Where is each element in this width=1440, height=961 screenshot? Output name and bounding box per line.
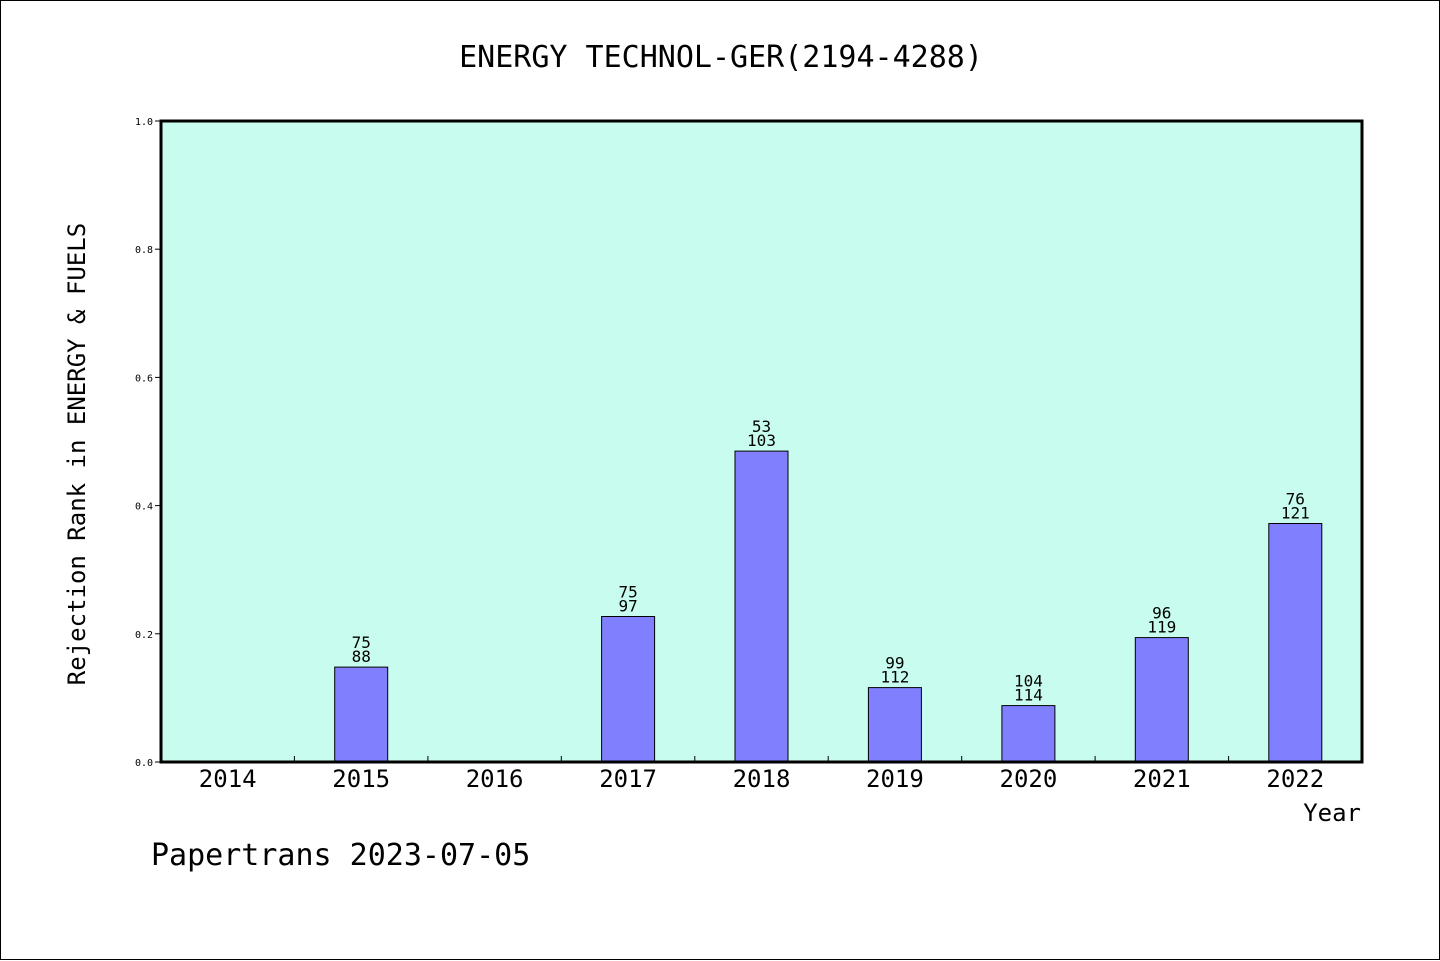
bar-label-top-2021: 96: [1152, 604, 1171, 623]
bar-label-bottom-2022: 121: [1281, 504, 1310, 523]
bar-label-bottom-2015: 88: [352, 647, 371, 666]
y-tick-label: 0.4: [135, 502, 153, 513]
y-axis-label: Rejection Rank in ENERGY & FUELS: [63, 223, 91, 685]
bar-2022: [1268, 523, 1323, 763]
y-tick-label: 0.8: [135, 245, 153, 256]
bar-2015: [334, 666, 389, 763]
x-tick-label-2014: 2014: [199, 765, 257, 793]
x-tick-label-2022: 2022: [1266, 765, 1324, 793]
bar-2017: [601, 616, 656, 763]
bar-label-bottom-2020: 114: [1014, 686, 1043, 705]
x-tick-label-2018: 2018: [733, 765, 791, 793]
y-tick-label: 0.6: [135, 373, 153, 384]
x-tick-label-2020: 2020: [1000, 765, 1058, 793]
bar-label-top-2015: 75: [352, 633, 371, 652]
y-tick-label: 0.2: [135, 630, 153, 641]
x-axis-ticks: 2014 2015 2016 2017 2018 2019 2020 2021 2022: [199, 756, 1324, 793]
bar-label-bottom-2017: 97: [618, 597, 637, 616]
x-tick-label-2021: 2021: [1133, 765, 1191, 793]
bar-label-top-2022: 76: [1286, 490, 1305, 509]
x-tick-label-2016: 2016: [466, 765, 524, 793]
bar-label-top-2017: 75: [618, 583, 637, 602]
bar-2021: [1134, 637, 1189, 763]
footer-credit: Papertrans 2023-07-05: [151, 838, 530, 873]
y-axis-ticks: 0.0 0.2 0.4 0.6 0.8 1.0: [135, 117, 161, 769]
bar-2019: [867, 687, 922, 763]
bar-2018: [734, 450, 789, 763]
plot-border: [159, 119, 1364, 764]
bar-label-bottom-2019: 112: [880, 668, 909, 687]
bar-label-top-2020: 104: [1014, 672, 1043, 691]
bar-2020: [1001, 705, 1056, 763]
bar-label-top-2018: 53: [752, 417, 771, 436]
bar-label-bottom-2021: 119: [1147, 618, 1176, 637]
y-tick-label: 0.0: [135, 758, 153, 769]
x-tick-label-2017: 2017: [599, 765, 657, 793]
bar-label-bottom-2018: 103: [747, 431, 776, 450]
chart-title: ENERGY TECHNOL-GER(2194-4288): [459, 40, 983, 75]
bars-group: [334, 450, 1323, 763]
bar-label-top-2019: 99: [885, 654, 904, 673]
y-tick-label: 1.0: [135, 117, 153, 128]
x-tick-label-2015: 2015: [332, 765, 390, 793]
x-tick-label-2019: 2019: [866, 765, 924, 793]
x-axis-label: Year: [1303, 799, 1361, 827]
